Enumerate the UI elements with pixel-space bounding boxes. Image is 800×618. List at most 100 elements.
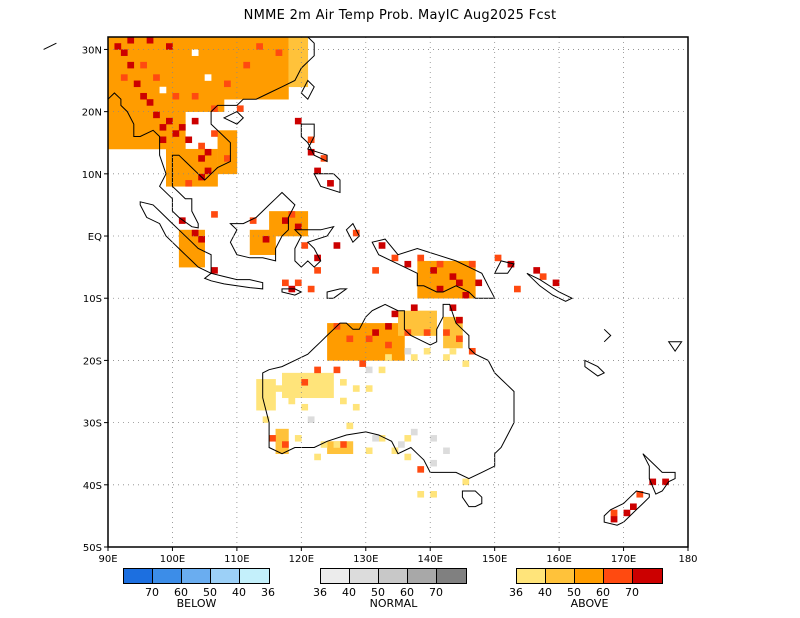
legend-swatch — [437, 569, 466, 583]
prob-cell — [417, 254, 425, 262]
prob-cell — [133, 80, 141, 88]
lat-label: 40S — [83, 481, 102, 492]
legend-tick-label: 60 — [400, 586, 414, 599]
prob-cell — [552, 279, 560, 287]
prob-cell — [307, 136, 315, 144]
prob-cell — [146, 37, 154, 44]
lon-label: 140E — [418, 554, 443, 565]
prob-cell — [372, 267, 379, 274]
legend-tick-label: 36 — [261, 586, 275, 599]
legend-swatch — [575, 569, 604, 583]
prob-cell — [352, 385, 360, 392]
prob-cell — [294, 117, 302, 125]
prob-cell — [430, 435, 437, 442]
prob-cell — [449, 304, 457, 311]
prob-cell — [166, 43, 173, 50]
prob-cell — [198, 236, 205, 243]
legend-tick-label: 36 — [313, 586, 327, 599]
prob-cell — [333, 242, 341, 249]
prob-cell — [211, 211, 218, 218]
legend-normal: 36 40 50 60 70 NORMAL — [313, 568, 467, 610]
prob-cell — [417, 466, 425, 473]
prob-cell — [127, 37, 135, 44]
prob-cell — [256, 379, 276, 411]
legend-below-label: BELOW — [176, 597, 217, 610]
prob-cell — [294, 223, 302, 231]
prob-cell — [198, 155, 205, 162]
legend-tick-label: 50 — [203, 586, 217, 599]
prob-cell — [294, 435, 302, 442]
asia-coast — [107, 36, 315, 229]
prob-cell — [533, 267, 541, 274]
prob-cell — [314, 366, 321, 374]
prob-cell — [314, 167, 321, 175]
mindanao-coast — [313, 173, 341, 194]
halmahera-coast — [345, 222, 360, 244]
aux — [43, 42, 57, 50]
prob-cell — [430, 267, 437, 274]
prob-cell — [417, 491, 425, 498]
prob-cell — [307, 285, 315, 293]
australia-coast — [262, 303, 515, 480]
legend-tick-label: 50 — [371, 586, 385, 599]
prob-cell — [314, 254, 321, 262]
prob-cell — [468, 260, 476, 268]
prob-cell — [610, 515, 618, 523]
prob-cell — [153, 111, 160, 119]
prob-cell — [378, 366, 386, 374]
prob-cell — [282, 217, 289, 224]
prob-cell — [423, 329, 431, 336]
legend-swatch — [182, 569, 211, 583]
prob-cell — [185, 136, 193, 144]
prob-cell — [140, 92, 147, 100]
prob-cell — [359, 360, 367, 367]
prob-cell — [172, 92, 180, 100]
legend-tick-label: 60 — [174, 586, 188, 599]
prob-cell — [275, 49, 283, 56]
legend-tick-label: 70 — [145, 586, 159, 599]
lat-label: 30S — [83, 419, 102, 430]
prob-cell — [340, 397, 347, 405]
prob-cell — [249, 217, 257, 224]
prob-cell — [449, 273, 457, 280]
lon-label: 170E — [611, 554, 636, 565]
prob-cell — [262, 236, 270, 243]
coastlines — [43, 36, 683, 526]
prob-cell — [365, 366, 373, 374]
legend-swatch — [379, 569, 408, 583]
prob-cell — [378, 242, 386, 249]
lon-label: 100E — [160, 554, 185, 565]
prob-cell — [314, 267, 321, 274]
legend-tick-label: 70 — [625, 586, 639, 599]
prob-cell — [514, 285, 521, 293]
prob-cell — [391, 447, 399, 455]
prob-cell — [114, 43, 122, 50]
prob-cell — [436, 285, 444, 293]
prob-cell — [410, 304, 418, 311]
prob-cell — [462, 292, 470, 299]
prob-cell — [224, 80, 231, 88]
prob-cell — [191, 229, 199, 237]
lat-label: 50S — [83, 543, 102, 554]
lat-label: EQ — [88, 232, 102, 243]
sumatra-coast — [139, 201, 212, 275]
solomon-coast — [526, 272, 574, 302]
hainan-coast — [222, 110, 245, 125]
prob-cell — [333, 441, 341, 448]
legend-above-label: ABOVE — [570, 597, 609, 610]
prob-cell — [333, 366, 341, 374]
prob-cell — [288, 397, 296, 405]
prob-cell — [385, 323, 392, 330]
prob-cell — [385, 354, 392, 361]
prob-cell — [378, 435, 386, 442]
prob-cell — [539, 273, 547, 280]
prob-cell — [204, 167, 212, 175]
prob-cell — [475, 279, 483, 287]
lon-label: 160E — [546, 554, 571, 565]
legend-tick-label: 40 — [538, 586, 552, 599]
prob-cell — [391, 254, 399, 262]
prob-cell — [204, 148, 212, 156]
prob-cell — [198, 142, 205, 150]
prob-cell — [146, 99, 154, 106]
